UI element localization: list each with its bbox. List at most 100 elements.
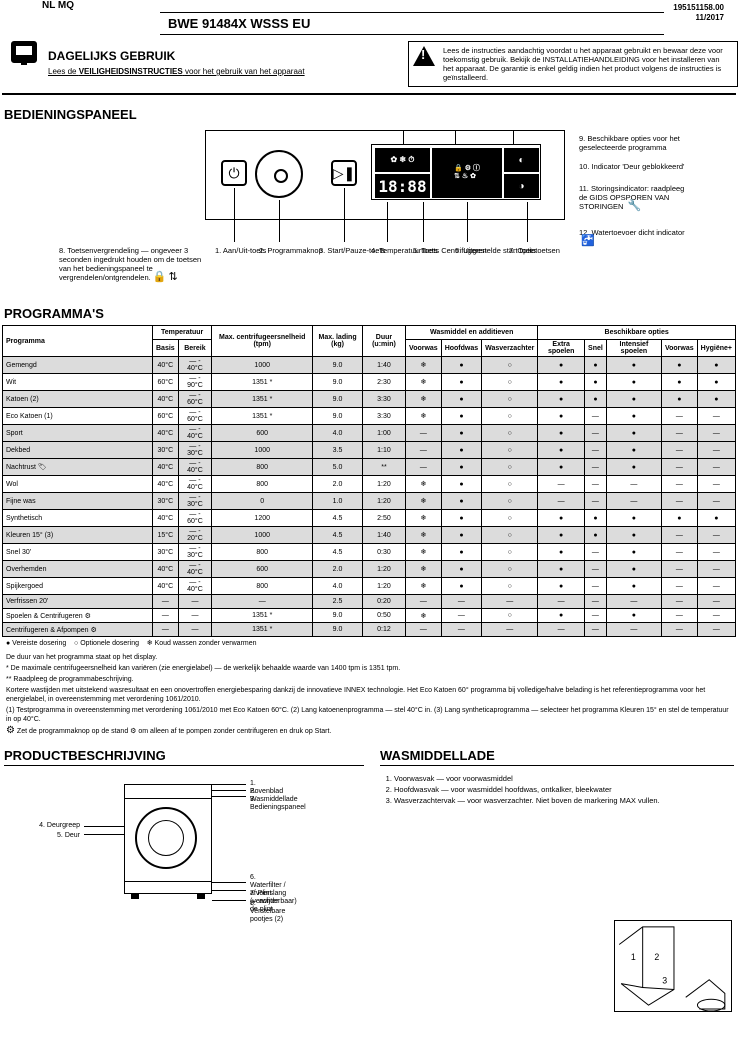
table-cell: Synthetisch — [3, 510, 153, 527]
table-cell: ❄ — [406, 476, 442, 493]
drawer-diagram: 1 2 3 — [614, 920, 732, 1012]
table-cell: — — [441, 623, 481, 637]
table-cell: 0:30 — [362, 544, 405, 561]
table-cell: ● — [441, 510, 481, 527]
md-label-5: 5. Deur — [24, 832, 80, 840]
table-cell: — — [697, 493, 735, 510]
footnotes: De duur van het programma staat op het d… — [6, 653, 732, 736]
table-cell: — — [406, 595, 442, 609]
th-program: Programma — [3, 326, 153, 357]
table-cell: ● — [606, 510, 661, 527]
table-cell: 9.0 — [313, 391, 363, 408]
product-description-section: PRODUCTBESCHRIJVING 1. Bovenblad 2. Wasm… — [0, 748, 738, 934]
table-cell: — — [661, 544, 697, 561]
table-cell: Sport — [3, 425, 153, 442]
table-cell: 3:30 — [362, 408, 405, 425]
table-cell: ● — [538, 544, 585, 561]
table-row: Fijne was30°C— - 30°C01.01:20❄●○————— — [3, 493, 736, 510]
control-panel-diagram: ⏻ ▷❚ ✿ ❄ ⏱ 18:88 🔒 ⚙ Ⓘ⇅ ♨ ✿ ◐ ◑ 1. Aan/U… — [19, 130, 719, 300]
th-temp-basic: Basis — [153, 340, 179, 357]
table-cell: ● — [538, 374, 585, 391]
table-cell: 4.0 — [313, 578, 363, 595]
table-cell: — — [661, 442, 697, 459]
table-cell: — — [661, 623, 697, 637]
table-cell: Gemengd — [3, 357, 153, 374]
arrows-icon: ⇅ — [168, 271, 177, 283]
table-cell: — — [585, 623, 607, 637]
table-cell: — — [585, 561, 607, 578]
warning-box: Lees de instructies aandachtig voordat u… — [408, 41, 738, 87]
table-cell: 0:50 — [362, 609, 405, 623]
machine-outline — [124, 784, 212, 894]
programs-table: Programma Temperatuur Max. centrifugeers… — [2, 325, 736, 637]
table-cell: ○ — [482, 408, 538, 425]
drawer-title: WASMIDDELLADE — [380, 748, 734, 766]
table-cell: ● — [606, 391, 661, 408]
table-cell: 1000 — [212, 527, 313, 544]
table-cell: ● — [585, 357, 607, 374]
table-cell: — — [538, 493, 585, 510]
table-cell: 1351 * — [212, 623, 313, 637]
th-duration: Duur (u:min) — [362, 326, 405, 357]
table-row: Spoelen & Centrifugeren ⚙——1351 *9.00:50… — [3, 609, 736, 623]
table-cell: — — [406, 442, 442, 459]
table-cell: 4.5 — [313, 510, 363, 527]
table-cell: — — [538, 623, 585, 637]
table-cell: ● — [441, 374, 481, 391]
table-cell: 1:40 — [362, 357, 405, 374]
table-row: Centrifugeren & Afpompen ⚙——1351 *9.00:1… — [3, 623, 736, 637]
table-cell: — — [153, 609, 179, 623]
table-cell: — — [212, 595, 313, 609]
table-cell: — — [441, 595, 481, 609]
table-row: Eco Katoen (1)60°C— - 60°C1351 *9.03:30❄… — [3, 408, 736, 425]
table-cell: — — [661, 527, 697, 544]
warning-icon — [413, 46, 435, 66]
table-cell: 1000 — [212, 357, 313, 374]
table-cell: — — [482, 623, 538, 637]
table-cell: 800 — [212, 459, 313, 476]
table-cell: 60°C — [153, 374, 179, 391]
table-cell: ○ — [482, 609, 538, 623]
table-cell: — — [178, 609, 212, 623]
th-temp-range: Bereik — [178, 340, 212, 357]
table-cell: ● — [441, 527, 481, 544]
table-cell: — — [661, 609, 697, 623]
table-cell: 2:30 — [362, 374, 405, 391]
icon-stack — [0, 41, 40, 87]
table-cell: — — [661, 408, 697, 425]
th-opt4: Voorwas — [661, 340, 697, 357]
table-cell: 600 — [212, 425, 313, 442]
divider — [2, 93, 736, 95]
table-cell: ○ — [482, 578, 538, 595]
table-cell: 40°C — [153, 578, 179, 595]
table-cell: ● — [441, 425, 481, 442]
table-cell: — — [697, 459, 735, 476]
table-cell: ● — [441, 493, 481, 510]
table-cell: ● — [441, 357, 481, 374]
tap-icon: 🚰 — [581, 235, 595, 247]
table-cell: — — [153, 595, 179, 609]
table-cell: 15°C — [153, 527, 179, 544]
table-cell: — — [697, 476, 735, 493]
table-cell: — — [661, 595, 697, 609]
option-button-2-icon: ◑ — [504, 174, 539, 198]
table-cell: 1:20 — [362, 493, 405, 510]
machine-diagram: 1. Bovenblad 2. Wasmiddellade 3. Bedieni… — [64, 774, 244, 934]
th-soft: Wasverzachter — [482, 340, 538, 357]
table-cell: 3:30 — [362, 391, 405, 408]
th-load: Max. lading (kg) — [313, 326, 363, 357]
start-pause-button-icon: ▷❚ — [331, 160, 357, 186]
table-cell: — — [661, 578, 697, 595]
table-cell: — — [585, 493, 607, 510]
cp-label-8: 8. Toetsenvergrendeling — ongeveer 3 sec… — [59, 246, 209, 282]
table-cell: ❄ — [406, 527, 442, 544]
table-cell: 60°C — [153, 408, 179, 425]
guide-subtitle: Lees de VEILIGHEIDSINSTRUCTIES voor het … — [48, 67, 408, 76]
table-cell: ● — [585, 510, 607, 527]
table-cell: 1351 * — [212, 374, 313, 391]
doc-number: 195151158.00 11/2017 — [673, 3, 724, 23]
table-row: Synthetisch40°C— - 60°C12004.52:50❄●○●●●… — [3, 510, 736, 527]
table-cell: 1:20 — [362, 561, 405, 578]
table-cell: 40°C — [153, 476, 179, 493]
table-cell: ○ — [482, 510, 538, 527]
